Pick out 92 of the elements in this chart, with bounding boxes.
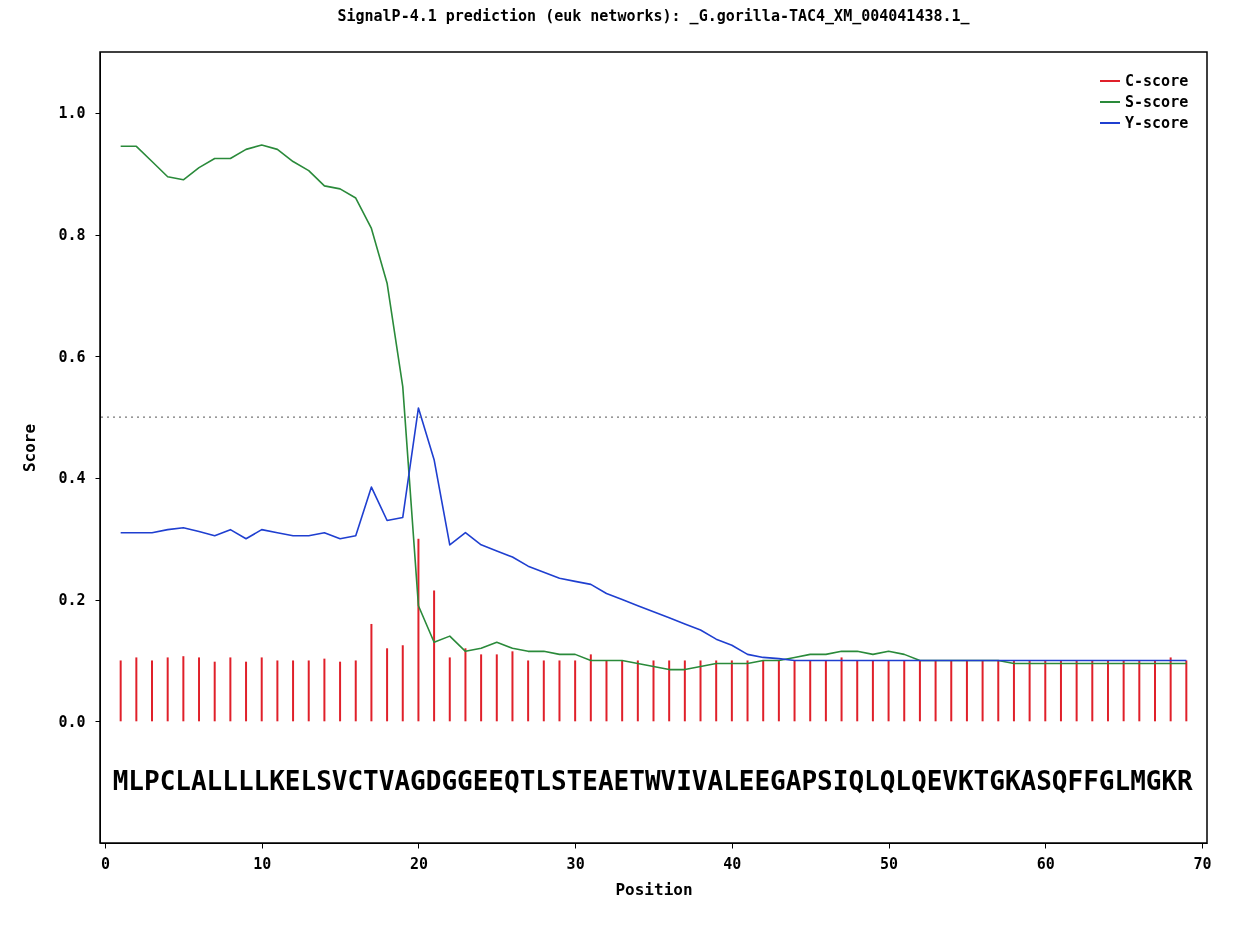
bar <box>354 660 357 722</box>
x-axis-title: Position <box>615 879 693 899</box>
bar <box>151 660 154 722</box>
bar <box>683 660 686 722</box>
bar <box>903 660 906 722</box>
x-tick-label: 10 <box>253 854 272 873</box>
bar <box>887 660 890 722</box>
bar <box>401 645 404 722</box>
bar <box>809 660 812 722</box>
bar <box>307 660 310 722</box>
y-tick-label: 0.8 <box>58 226 86 245</box>
x-tick-label: 20 <box>409 854 428 873</box>
x-tick-label: 70 <box>1193 854 1212 873</box>
bar <box>871 660 874 722</box>
legend-label: Y-score <box>1125 114 1189 132</box>
y-tick-label: 0.6 <box>58 347 86 366</box>
legend-label: C-score <box>1125 72 1189 90</box>
bar <box>245 661 248 722</box>
bar <box>762 660 765 722</box>
bar <box>1012 660 1015 722</box>
bar <box>589 654 592 722</box>
bar <box>1122 660 1125 722</box>
bar <box>119 660 122 722</box>
bar <box>1028 660 1031 722</box>
bar <box>542 660 545 722</box>
bar <box>495 654 498 722</box>
bar <box>213 661 216 722</box>
bar <box>652 660 655 722</box>
bar <box>824 660 827 722</box>
bar <box>1075 660 1078 722</box>
line-series <box>119 407 1188 662</box>
bar <box>981 660 984 722</box>
bar <box>715 660 718 722</box>
bar <box>1044 660 1047 722</box>
bar <box>1169 657 1172 722</box>
bar <box>339 661 342 722</box>
bar <box>386 648 389 722</box>
y-tick-label: 0.2 <box>58 591 86 610</box>
bar <box>464 648 467 722</box>
bar <box>965 660 968 722</box>
bar <box>950 660 953 722</box>
bar <box>558 660 561 722</box>
bar <box>777 660 780 722</box>
y-tick-label: 1.0 <box>58 104 86 123</box>
bar <box>198 657 201 722</box>
bar <box>1153 660 1156 722</box>
bar <box>668 660 671 722</box>
bar <box>840 657 843 722</box>
bar <box>856 660 859 722</box>
line-series <box>119 144 1188 671</box>
bar <box>1138 660 1141 722</box>
bar <box>323 658 326 722</box>
bar <box>229 657 232 722</box>
bar <box>260 657 263 722</box>
annotation: MLPCLALLLLKELSVCTVAGDGGEEQTLSTEAETWVIVALEEGAPSIQLQLQEVKTGKASQFFGLMGKR <box>112 766 1194 796</box>
x-tick-label: 40 <box>723 854 742 873</box>
bar <box>135 657 138 722</box>
bar <box>997 660 1000 722</box>
bar <box>292 660 295 722</box>
bar <box>934 660 937 722</box>
y-tick-label: 0.4 <box>58 469 86 488</box>
bar <box>1185 660 1188 722</box>
bar <box>433 590 436 722</box>
bar <box>574 660 577 722</box>
bar <box>636 660 639 722</box>
bar <box>527 660 530 722</box>
bar <box>1106 660 1109 722</box>
x-tick-label: 60 <box>1036 854 1055 873</box>
bar <box>511 651 514 722</box>
bar <box>182 656 185 722</box>
bar <box>605 660 608 722</box>
bar <box>746 660 749 722</box>
y-tick-label: 0.0 <box>58 712 86 731</box>
bar <box>417 538 420 722</box>
y-axis-title: Score <box>20 423 40 473</box>
bar <box>1059 660 1062 722</box>
bar <box>166 657 169 722</box>
bar <box>370 623 373 722</box>
chart-title: SignalP-4.1 prediction (euk networks): _G.gorilla-TAC4_XM_004041438.1_ <box>337 7 971 25</box>
bar <box>918 660 921 722</box>
x-tick-label: 30 <box>566 854 585 873</box>
bar <box>480 654 483 722</box>
bar <box>1091 660 1094 722</box>
legend-label: S-score <box>1125 93 1189 111</box>
bar <box>730 660 733 722</box>
bar <box>448 657 451 722</box>
x-tick-label: 50 <box>880 854 899 873</box>
x-tick-label: 0 <box>100 854 111 873</box>
bar <box>699 660 702 722</box>
bar <box>793 660 796 722</box>
bar <box>276 660 279 722</box>
bar <box>621 660 624 722</box>
